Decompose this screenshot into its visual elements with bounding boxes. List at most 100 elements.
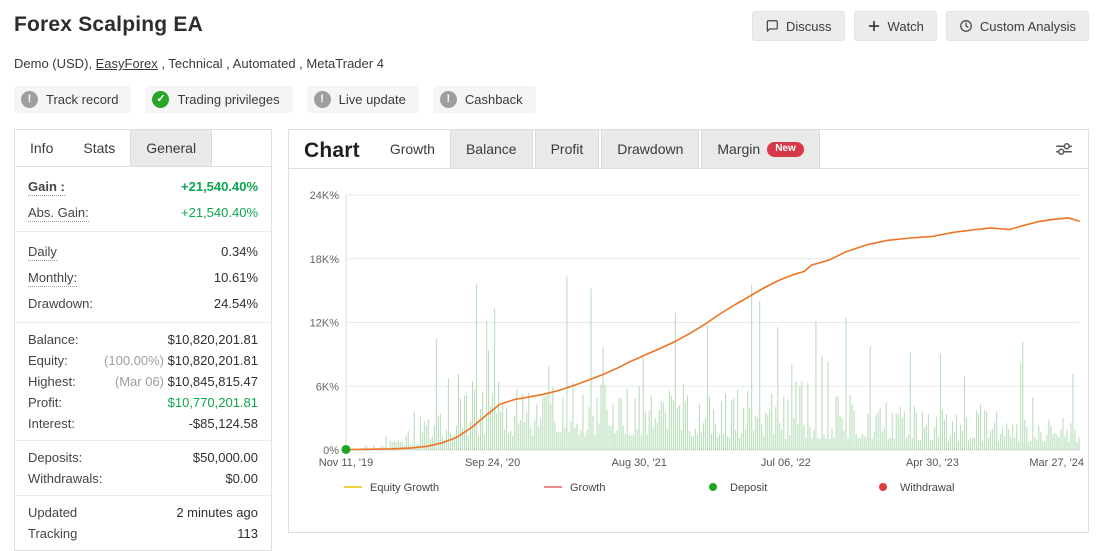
chart-tab-label: Growth	[389, 141, 435, 157]
stat-value-text: $10,770,201.81	[167, 395, 258, 410]
chart-tab-profit[interactable]: Profit	[534, 130, 600, 168]
y-axis-label: 18K%	[310, 254, 340, 266]
stats-tab-label: Info	[30, 140, 54, 156]
chart-tab-margin[interactable]: Margin New	[701, 130, 820, 168]
stat-label-text: Deposits:	[28, 450, 83, 465]
chart-tab-label: Drawdown	[617, 141, 684, 157]
x-axis-label: Nov 11, '19	[319, 457, 373, 469]
x-axis-label: Aug 30, '21	[612, 457, 667, 469]
stat-row-profit: Profit: $10,770,201.81	[28, 392, 258, 413]
badge-cashback[interactable]: ! Cashback	[432, 86, 536, 113]
broker-link[interactable]: EasyForex	[95, 56, 158, 71]
chart-panel-tabs: Chart Growth Balance Profit Drawdown Margin Ne…	[289, 130, 1088, 169]
stat-label: Updated	[28, 504, 77, 521]
stat-value: $0.00	[225, 470, 258, 487]
account-tags-text: , Technical , Automated , MetaTrader 4	[157, 56, 384, 71]
legend-swatch-dot	[709, 483, 717, 491]
stat-value-text: 113	[237, 526, 258, 541]
stats-tab-general[interactable]: General	[130, 130, 213, 166]
account-subtitle: Demo (USD), EasyForex , Technical , Auto…	[14, 56, 1089, 71]
legend-item-withdrawal[interactable]: Withdrawal	[879, 482, 954, 494]
badge-trading-privileges[interactable]: ✓ Trading privileges	[145, 86, 293, 113]
stat-value-text: +21,540.40%	[181, 204, 258, 220]
x-axis-label: Apr 30, '23	[906, 457, 959, 469]
stat-row-withdrawals: Withdrawals: $0.00	[28, 468, 258, 489]
stat-group-4: Deposits: $50,000.00 Withdrawals: $0.00	[15, 441, 271, 496]
stat-value: $10,820,201.81	[168, 331, 258, 348]
chart-body: 24K% 18K% 12K% 6K% 0% Nov 11, '19 Sep 24, '20 A…	[289, 169, 1088, 532]
stat-label: Withdrawals:	[28, 470, 102, 487]
y-axis-label: 0%	[323, 445, 339, 457]
stat-label: Interest:	[28, 415, 75, 432]
discuss-button[interactable]: Discuss	[752, 11, 845, 41]
stat-value: +21,540.40%	[181, 204, 258, 221]
stat-value-text: $0.00	[225, 471, 258, 486]
stat-group-1: Gain : +21,540.40% Abs. Gain: +21,540.40%	[15, 167, 271, 232]
stat-label: Tracking	[28, 525, 77, 542]
main-content: Info Stats General Gain : +21,540.40% Abs. G…	[14, 129, 1089, 551]
y-axis-label: 24K%	[310, 190, 340, 202]
legend-item-deposit[interactable]: Deposit	[709, 482, 767, 494]
stat-row-equity: Equity: (100.00%) $10,820,201.81	[28, 350, 258, 371]
stat-group-5: Updated 2 minutes ago Tracking 113	[15, 496, 271, 550]
stats-tab-label: General	[146, 140, 197, 156]
stats-panel-tabs: Info Stats General	[15, 130, 271, 167]
stat-value-text: 24.54%	[213, 295, 258, 311]
stat-row-gain: Gain : +21,540.40%	[28, 173, 258, 199]
verification-badges: ! Track record ✓ Trading privileges ! Live up…	[14, 86, 1089, 113]
stats-tab-stats[interactable]: Stats	[68, 130, 131, 166]
chart-settings-button[interactable]	[1040, 130, 1088, 168]
exclamation-icon: !	[21, 91, 38, 108]
stat-group-2: Daily 0.34% Monthly: 10.61% Drawdown: 24.54%	[15, 232, 271, 323]
stat-row-balance: Balance: $10,820,201.81	[28, 329, 258, 350]
legend-item-growth[interactable]: Growth	[544, 482, 605, 494]
y-axis-label: 12K%	[310, 318, 340, 330]
stat-value-text: $50,000.00	[192, 450, 258, 465]
stat-value-text: $10,845,815.47	[167, 374, 258, 389]
legend-label: Equity Growth	[370, 482, 439, 494]
badge-live-update[interactable]: ! Live update	[306, 86, 419, 113]
stat-label: Drawdown:	[28, 295, 93, 312]
stat-value: (100.00%) $10,820,201.81	[104, 352, 258, 369]
stat-label-text: Interest:	[28, 416, 75, 431]
stat-value-text: 10.61%	[213, 269, 258, 285]
badge-track-record[interactable]: ! Track record	[14, 86, 132, 113]
legend-label: Growth	[570, 482, 605, 494]
chart-tab-growth[interactable]: Growth	[374, 130, 450, 168]
stat-label: Deposits:	[28, 449, 82, 466]
stat-value-text: 0.34%	[221, 243, 258, 259]
stats-tab-info[interactable]: Info	[15, 130, 69, 166]
chart-tab-balance[interactable]: Balance	[449, 130, 533, 168]
stat-label-text: Profit:	[28, 395, 62, 410]
exclamation-icon: !	[439, 91, 457, 108]
watch-label: Watch	[887, 18, 924, 34]
stat-label: Balance:	[28, 331, 79, 348]
chart-tab-drawdown[interactable]: Drawdown	[601, 130, 700, 168]
check-icon: ✓	[152, 91, 170, 108]
stat-label-text: Gain :	[28, 178, 65, 196]
stat-label-text: Monthly:	[28, 269, 78, 287]
stat-row-monthly: Monthly: 10.61%	[28, 264, 258, 290]
legend-label: Withdrawal	[900, 482, 954, 494]
sliders-icon	[1053, 138, 1075, 160]
new-badge: New	[767, 141, 804, 157]
plus-icon	[867, 19, 881, 33]
stat-value: $10,770,201.81	[168, 394, 258, 411]
growth-chart: 24K% 18K% 12K% 6K% 0%Nov 11, '19 Sep 24, '20 A…	[310, 190, 1084, 494]
stat-value: 24.54%	[214, 295, 258, 312]
stat-value-text: $10,820,201.81	[167, 332, 258, 347]
stat-label-text: Equity:	[28, 353, 68, 368]
stat-label-text: Daily	[28, 243, 57, 261]
custom-analysis-button[interactable]: Custom Analysis	[945, 11, 1089, 41]
stat-label-text: Abs. Gain:	[28, 204, 89, 222]
stat-label: Equity:	[28, 352, 68, 369]
stat-row-daily: Daily 0.34%	[28, 238, 258, 264]
y-axis-label: 6K%	[316, 381, 339, 393]
stat-label: Abs. Gain:	[28, 204, 89, 222]
watch-button[interactable]: Watch	[853, 11, 937, 41]
chart-tab-label: Chart	[304, 138, 360, 162]
legend-label: Deposit	[730, 482, 767, 494]
discuss-label: Discuss	[786, 18, 832, 34]
stat-value-text: -$85,124.58	[188, 416, 258, 431]
legend-item-equity-growth[interactable]: Equity Growth	[344, 482, 439, 494]
